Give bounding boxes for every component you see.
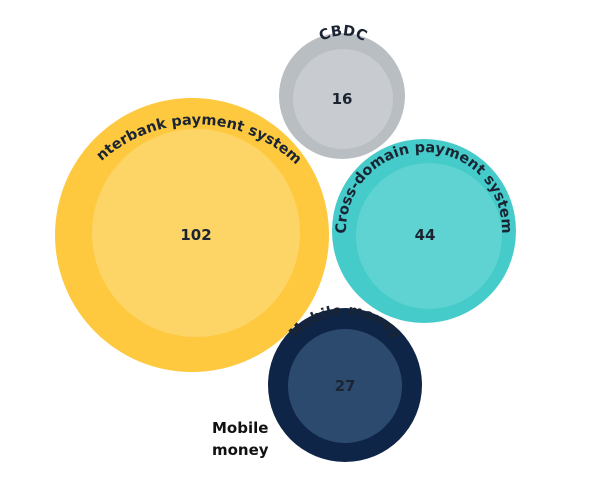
bubble-cross-domain-inner [356, 163, 502, 309]
bubble-mobile-money: Mobile money 27 [268, 303, 422, 462]
mobile-money-external-label: Mobile money [212, 419, 269, 459]
bubble-cross-domain: Cross-domain payment system 44 [332, 139, 516, 323]
bubble-mobile-money-inner [288, 329, 402, 443]
bubble-interbank-value: 102 [180, 226, 211, 244]
bubble-mobile-money-value: 27 [335, 377, 356, 395]
bubble-cbdc-value: 16 [332, 90, 353, 108]
bubble-cbdc-inner [293, 49, 393, 149]
bubble-interbank-inner [92, 129, 300, 337]
bubble-cross-domain-value: 44 [415, 226, 436, 244]
bubble-cbdc: CBDC 16 [279, 23, 405, 159]
bubble-interbank: Interbank payment system 102 [0, 0, 329, 372]
